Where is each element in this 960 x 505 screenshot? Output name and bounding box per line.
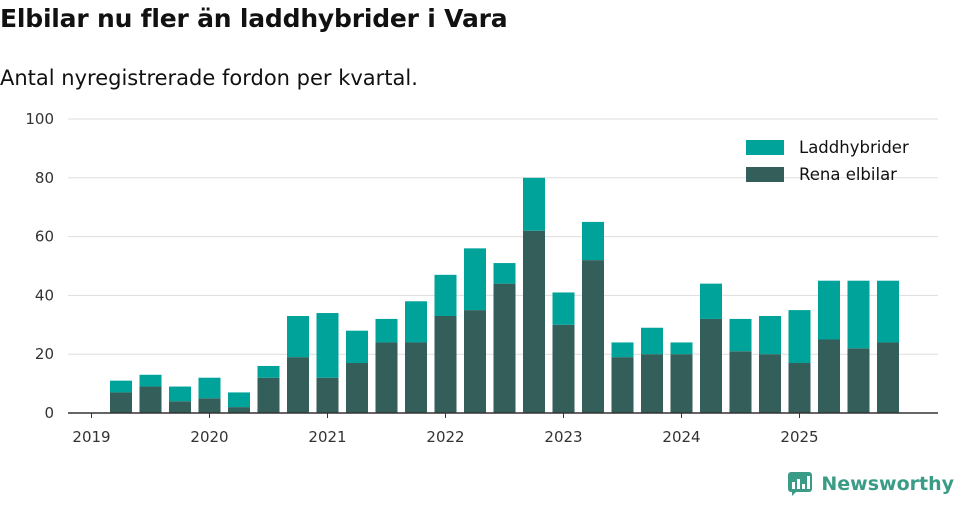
bar-laddhybrider-2020-q3	[257, 365, 280, 378]
y-tick-label-80: 80	[35, 169, 54, 187]
bar-laddhybrider-2021-q4	[405, 301, 427, 343]
bar-laddhybrider-2025-q2	[818, 280, 840, 340]
y-tick-label-100: 100	[25, 110, 54, 128]
bar-elbilar-2024-q3	[729, 351, 752, 413]
bar-laddhybrider-2021-q2	[346, 330, 368, 364]
bar-elbilar-2021-q1	[316, 377, 339, 413]
bar-laddhybrider-2023-q4	[641, 327, 663, 355]
bar-laddhybrider-2019-q4	[169, 386, 191, 402]
x-tick-label-2023: 2023	[544, 428, 582, 446]
bar-elbilar-2024-q2	[700, 318, 722, 413]
y-axis-ticks: 0 20 40 60 80 100	[25, 110, 54, 422]
bar-laddhybrider-2021-q3	[375, 318, 398, 343]
newsworthy-logo: Newsworthy	[787, 471, 954, 497]
bar-elbilar-2025-q4	[877, 342, 899, 413]
bar-laddhybrider-2024-q2	[700, 283, 722, 319]
bar-laddhybrider-2024-q4	[759, 315, 781, 355]
bar-elbilar-2021-q3	[375, 342, 398, 413]
bar-laddhybrider-2020-q2	[228, 392, 250, 408]
bar-elbilar-2019-q3	[139, 386, 162, 413]
legend-swatch-elbilar	[746, 167, 784, 182]
legend: Laddhybrider Rena elbilar	[746, 138, 909, 184]
x-tick-label-2022: 2022	[426, 428, 464, 446]
legend-label-elbilar: Rena elbilar	[799, 165, 897, 184]
y-tick-label-60: 60	[35, 228, 54, 246]
bar-elbilar-2025-q1	[788, 363, 811, 413]
bar-laddhybrider-2019-q3	[139, 374, 162, 387]
bar-elbilar-2023-q2	[582, 260, 604, 413]
bar-laddhybrider-2020-q4	[287, 315, 309, 358]
bar-elbilar-2019-q2	[110, 392, 132, 413]
bars	[110, 177, 899, 413]
bar-laddhybrider-2022-q1	[434, 274, 457, 316]
bar-laddhybrider-2023-q3	[611, 342, 634, 358]
bar-laddhybrider-2025-q3	[847, 280, 870, 349]
bar-laddhybrider-2024-q1	[670, 342, 693, 355]
x-axis-ticks: 2019 2020 2021 2022 2023 2024 2025	[72, 413, 819, 446]
bar-laddhybrider-2020-q1	[198, 377, 221, 399]
bar-elbilar-2023-q1	[552, 324, 575, 413]
bar-laddhybrider-2019-q2	[110, 380, 132, 393]
bar-elbilar-2024-q1	[670, 354, 693, 413]
x-tick-label-2021: 2021	[308, 428, 346, 446]
bar-laddhybrider-2021-q1	[316, 313, 339, 378]
bar-laddhybrider-2024-q3	[729, 318, 752, 352]
bar-laddhybrider-2022-q3	[493, 263, 516, 284]
bar-elbilar-2023-q3	[611, 357, 634, 413]
legend-label-laddhybrider: Laddhybrider	[799, 138, 909, 157]
brand-name: Newsworthy	[821, 473, 954, 495]
legend-swatch-laddhybrider	[746, 140, 784, 155]
bar-laddhybrider-2023-q1	[552, 292, 575, 325]
bar-elbilar-2020-q3	[257, 377, 280, 413]
chart-title: Elbilar nu fler än laddhybrider i Vara	[0, 4, 508, 33]
bar-elbilar-2024-q4	[759, 354, 781, 413]
bar-elbilar-2025-q2	[818, 339, 840, 413]
y-tick-label-40: 40	[35, 286, 54, 304]
bar-elbilar-2021-q2	[346, 363, 368, 413]
bar-elbilar-2020-q1	[198, 398, 221, 413]
bar-elbilar-2019-q4	[169, 401, 191, 413]
bar-elbilar-2020-q4	[287, 357, 309, 413]
bar-laddhybrider-2022-q4	[523, 177, 545, 231]
chart-subtitle: Antal nyregistrerade fordon per kvartal.	[0, 66, 418, 90]
bar-elbilar-2022-q2	[464, 310, 486, 413]
bar-laddhybrider-2023-q2	[582, 221, 604, 261]
bar-elbilar-2022-q3	[493, 283, 516, 413]
bar-elbilar-2021-q4	[405, 342, 427, 413]
bar-elbilar-2023-q4	[641, 354, 663, 413]
x-tick-label-2025: 2025	[780, 428, 818, 446]
bar-elbilar-2022-q4	[523, 230, 545, 413]
bar-elbilar-2025-q3	[847, 348, 870, 413]
newsworthy-icon	[788, 472, 813, 496]
bar-elbilar-2022-q1	[434, 315, 457, 413]
bar-laddhybrider-2022-q2	[464, 248, 486, 311]
x-tick-label-2024: 2024	[662, 428, 700, 446]
bar-laddhybrider-2025-q1	[788, 310, 811, 364]
x-tick-label-2019: 2019	[72, 428, 110, 446]
bar-laddhybrider-2025-q4	[877, 280, 899, 343]
x-tick-label-2020: 2020	[190, 428, 228, 446]
y-tick-label-20: 20	[35, 345, 54, 363]
y-tick-label-0: 0	[44, 404, 54, 422]
bar-elbilar-2020-q2	[228, 407, 250, 413]
